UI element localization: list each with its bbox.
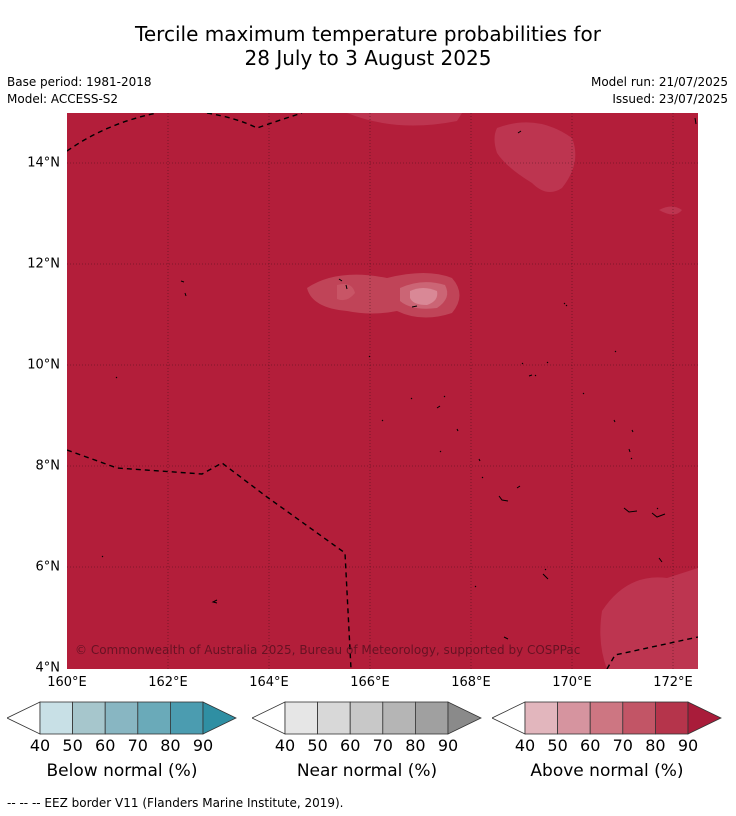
- tick: 70: [612, 736, 633, 755]
- meta-left: Base period: 1981-2018 Model: ACCESS-S2: [7, 74, 152, 108]
- contour-patch: [600, 568, 698, 669]
- lon-label-164: 164°E: [249, 675, 289, 690]
- tick: 50: [547, 736, 568, 755]
- tick: 50: [307, 736, 328, 755]
- lat-label-6: 6°N: [35, 559, 61, 575]
- tick: 50: [62, 736, 83, 755]
- model-run: Model run: 21/07/2025: [590, 75, 728, 89]
- map-canvas: [67, 113, 698, 669]
- map-title: Tercile maximum temperature probabilitie…: [0, 22, 736, 70]
- colorbar-segment: [414, 701, 449, 735]
- colorbar-segment: [622, 701, 656, 735]
- tick: 90: [437, 736, 459, 755]
- colorbar-below-label: Below normal (%): [46, 761, 198, 781]
- tick: 60: [580, 736, 601, 755]
- lat-label-4: 4°N: [35, 660, 61, 676]
- tick: 70: [127, 736, 148, 755]
- copyright-notice: © Commonwealth of Australia 2025, Bureau…: [75, 643, 581, 657]
- contour-patch: [337, 284, 355, 301]
- lon-label-168: 168°E: [451, 675, 491, 690]
- issued-date: Issued: 23/07/2025: [612, 92, 728, 106]
- contour-patch: [347, 113, 462, 126]
- colorbar-near-normal: [252, 701, 482, 735]
- tick: 60: [95, 736, 116, 755]
- lon-label-166: 166°E: [350, 675, 390, 690]
- tick: 80: [160, 736, 181, 755]
- tick: 80: [405, 736, 426, 755]
- tick: 90: [677, 736, 699, 755]
- colorbar-segment: [524, 701, 558, 735]
- lon-label-172: 172°E: [653, 675, 693, 690]
- meta-right: Model run: 21/07/2025 Issued: 23/07/2025: [591, 74, 728, 108]
- colorbar-segment: [382, 701, 416, 735]
- colorbar-segment: [557, 701, 591, 735]
- colorbar-above-segments: [524, 701, 689, 735]
- colorbar-near-label: Near normal (%): [296, 761, 438, 781]
- colorbar-segment: [589, 701, 624, 735]
- contour-patch: [494, 122, 576, 192]
- tick: 60: [340, 736, 361, 755]
- tick: 90: [192, 736, 214, 755]
- colorbar-segment: [654, 701, 689, 735]
- eez-footnote: -- -- -- EEZ border V11 (Flanders Marine…: [7, 796, 344, 810]
- base-period: Base period: 1981-2018: [7, 75, 152, 89]
- lat-label-14: 14°N: [27, 155, 60, 171]
- contour-patch: [659, 206, 682, 215]
- tick: 40: [29, 736, 51, 755]
- probability-map: © Commonwealth of Australia 2025, Bureau…: [67, 113, 698, 669]
- graticule: [67, 113, 698, 669]
- lon-label-162: 162°E: [148, 675, 188, 690]
- colorbar-segment: [284, 701, 318, 735]
- colorbar-segment: [72, 701, 106, 735]
- lat-label-12: 12°N: [27, 256, 60, 272]
- lon-label-170: 170°E: [552, 675, 592, 690]
- colorbar-below-normal: [7, 701, 237, 735]
- tick: 40: [274, 736, 296, 755]
- contour-patch: [410, 288, 438, 305]
- colorbar-below-segments: [39, 701, 204, 735]
- colorbar-above-label: Above normal (%): [530, 761, 684, 781]
- colorbar-segment: [317, 701, 351, 735]
- tick: 70: [372, 736, 393, 755]
- colorbar-above-normal: [492, 701, 722, 735]
- lat-label-8: 8°N: [35, 458, 61, 474]
- title-line-1: Tercile maximum temperature probabilitie…: [135, 22, 601, 46]
- tick: 40: [514, 736, 536, 755]
- title-line-2: 28 July to 3 August 2025: [244, 46, 492, 70]
- eez-border: [67, 113, 698, 669]
- islands: [101, 117, 697, 640]
- colorbar-segment: [349, 701, 384, 735]
- colorbar-segment: [104, 701, 139, 735]
- tick: 80: [645, 736, 666, 755]
- colorbar-segment: [39, 701, 73, 735]
- colorbar-segment: [137, 701, 171, 735]
- colorbar-near-segments: [284, 701, 449, 735]
- above-normal-fill: [67, 113, 698, 669]
- lon-label-160: 160°E: [47, 675, 87, 690]
- lat-label-10: 10°N: [27, 357, 60, 373]
- colorbar-segment: [169, 701, 204, 735]
- model-name: Model: ACCESS-S2: [7, 92, 119, 106]
